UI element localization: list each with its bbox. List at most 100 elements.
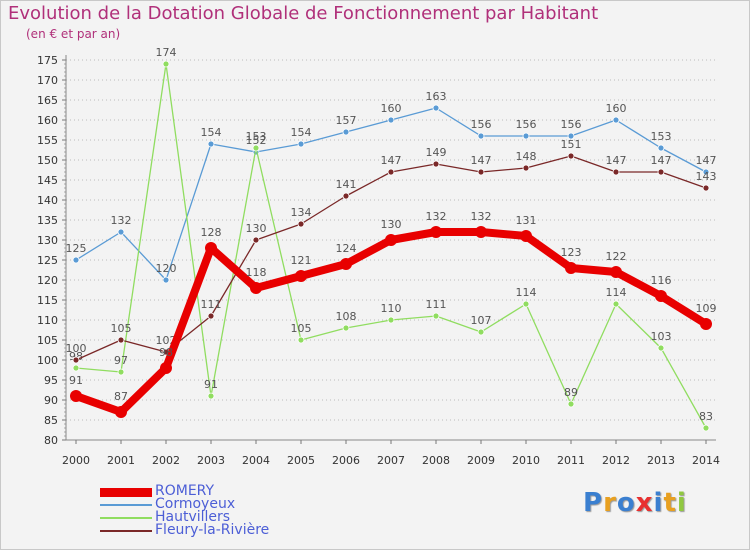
data-point-cormoyeux bbox=[612, 116, 620, 124]
data-point-fleury-la-rivi-re bbox=[342, 192, 350, 200]
data-label-fleury-la-rivi-re: 147 bbox=[381, 154, 402, 167]
legend-swatch bbox=[100, 487, 152, 497]
data-label-romery: 91 bbox=[69, 374, 83, 387]
data-point-fleury-la-rivi-re bbox=[252, 236, 260, 244]
x-tick-label: 2001 bbox=[107, 454, 135, 467]
logo-letter: i bbox=[653, 488, 664, 518]
data-point-hautvillers bbox=[477, 328, 485, 336]
data-label-cormoyeux: 156 bbox=[561, 118, 582, 131]
legend-label: ROMERY bbox=[155, 483, 215, 499]
data-label-fleury-la-rivi-re: 105 bbox=[111, 322, 132, 335]
data-label-cormoyeux: 154 bbox=[201, 126, 222, 139]
data-label-hautvillers: 103 bbox=[651, 330, 672, 343]
data-label-hautvillers: 114 bbox=[516, 286, 537, 299]
data-point-romery bbox=[385, 234, 397, 246]
data-label-fleury-la-rivi-re: 100 bbox=[66, 342, 87, 355]
data-label-cormoyeux: 156 bbox=[516, 118, 537, 131]
data-point-romery bbox=[250, 282, 262, 294]
legend-item-hautvillers: Hautvillers bbox=[100, 509, 360, 525]
data-point-cormoyeux bbox=[72, 256, 80, 264]
data-label-romery: 130 bbox=[381, 218, 402, 231]
y-tick-label: 105 bbox=[37, 334, 58, 347]
legend-item-cormoyeux: Cormoyeux bbox=[100, 496, 360, 512]
y-tick-label: 115 bbox=[37, 294, 58, 307]
data-point-hautvillers bbox=[297, 336, 305, 344]
data-point-hautvillers bbox=[567, 400, 575, 408]
data-point-hautvillers bbox=[387, 316, 395, 324]
data-point-cormoyeux bbox=[567, 132, 575, 140]
data-label-hautvillers: 153 bbox=[246, 130, 267, 143]
data-label-hautvillers: 114 bbox=[606, 286, 627, 299]
data-point-hautvillers bbox=[162, 60, 170, 68]
y-tick-label: 120 bbox=[37, 274, 58, 287]
data-label-cormoyeux: 132 bbox=[111, 214, 132, 227]
data-point-romery bbox=[475, 226, 487, 238]
legend-item-fleury-la-rivi-re: Fleury-la-Rivière bbox=[100, 522, 360, 538]
data-point-fleury-la-rivi-re bbox=[567, 152, 575, 160]
data-label-cormoyeux: 160 bbox=[606, 102, 627, 115]
data-label-hautvillers: 83 bbox=[699, 410, 713, 423]
data-label-hautvillers: 97 bbox=[114, 354, 128, 367]
data-label-fleury-la-rivi-re: 130 bbox=[246, 222, 267, 235]
data-label-romery: 122 bbox=[606, 250, 627, 263]
legend-swatch bbox=[100, 504, 152, 506]
data-label-cormoyeux: 125 bbox=[66, 242, 87, 255]
data-label-romery: 131 bbox=[516, 214, 537, 227]
legend-label: Hautvillers bbox=[155, 509, 231, 525]
data-label-romery: 128 bbox=[201, 226, 222, 239]
x-tick-label: 2010 bbox=[512, 454, 540, 467]
data-label-fleury-la-rivi-re: 151 bbox=[561, 138, 582, 151]
y-tick-label: 155 bbox=[37, 134, 58, 147]
data-point-fleury-la-rivi-re bbox=[477, 168, 485, 176]
data-point-fleury-la-rivi-re bbox=[387, 168, 395, 176]
x-tick-label: 2005 bbox=[287, 454, 315, 467]
data-label-hautvillers: 110 bbox=[381, 302, 402, 315]
data-label-hautvillers: 98 bbox=[69, 350, 83, 363]
data-point-romery bbox=[70, 390, 82, 402]
x-tick-label: 2000 bbox=[62, 454, 90, 467]
y-tick-label: 150 bbox=[37, 154, 58, 167]
data-point-romery bbox=[520, 230, 532, 242]
data-label-hautvillers: 89 bbox=[564, 386, 578, 399]
data-label-cormoyeux: 153 bbox=[651, 130, 672, 143]
data-point-fleury-la-rivi-re bbox=[207, 312, 215, 320]
data-label-fleury-la-rivi-re: 147 bbox=[651, 154, 672, 167]
data-label-cormoyeux: 152 bbox=[246, 134, 267, 147]
data-point-romery bbox=[610, 266, 622, 278]
y-tick-label: 110 bbox=[37, 314, 58, 327]
data-label-fleury-la-rivi-re: 111 bbox=[201, 298, 222, 311]
data-point-hautvillers bbox=[252, 144, 260, 152]
y-tick-label: 100 bbox=[37, 354, 58, 367]
data-point-romery bbox=[295, 270, 307, 282]
data-point-romery bbox=[340, 258, 352, 270]
y-tick-label: 140 bbox=[37, 194, 58, 207]
data-point-cormoyeux bbox=[657, 144, 665, 152]
y-tick-label: 145 bbox=[37, 174, 58, 187]
data-label-cormoyeux: 157 bbox=[336, 114, 357, 127]
data-label-romery: 132 bbox=[471, 210, 492, 223]
data-label-romery: 109 bbox=[696, 302, 717, 315]
y-tick-label: 90 bbox=[44, 394, 58, 407]
x-tick-label: 2013 bbox=[647, 454, 675, 467]
x-tick-label: 2009 bbox=[467, 454, 495, 467]
data-label-romery: 121 bbox=[291, 254, 312, 267]
data-label-fleury-la-rivi-re: 143 bbox=[696, 170, 717, 183]
data-label-cormoyeux: 163 bbox=[426, 90, 447, 103]
x-tick-label: 2003 bbox=[197, 454, 225, 467]
data-point-hautvillers bbox=[522, 300, 530, 308]
x-tick-label: 2006 bbox=[332, 454, 360, 467]
legend-label: Cormoyeux bbox=[155, 496, 236, 512]
x-tick-label: 2002 bbox=[152, 454, 180, 467]
y-tick-label: 95 bbox=[44, 374, 58, 387]
logo-letter: o bbox=[616, 488, 636, 518]
logo-letter: P bbox=[583, 488, 604, 518]
data-label-romery: 87 bbox=[114, 390, 128, 403]
data-point-hautvillers bbox=[72, 364, 80, 372]
data-point-hautvillers bbox=[342, 324, 350, 332]
logo-letter: x bbox=[635, 488, 654, 518]
data-point-cormoyeux bbox=[162, 276, 170, 284]
data-point-fleury-la-rivi-re bbox=[117, 336, 125, 344]
data-label-hautvillers: 91 bbox=[204, 378, 218, 391]
data-point-romery bbox=[430, 226, 442, 238]
data-label-fleury-la-rivi-re: 147 bbox=[471, 154, 492, 167]
